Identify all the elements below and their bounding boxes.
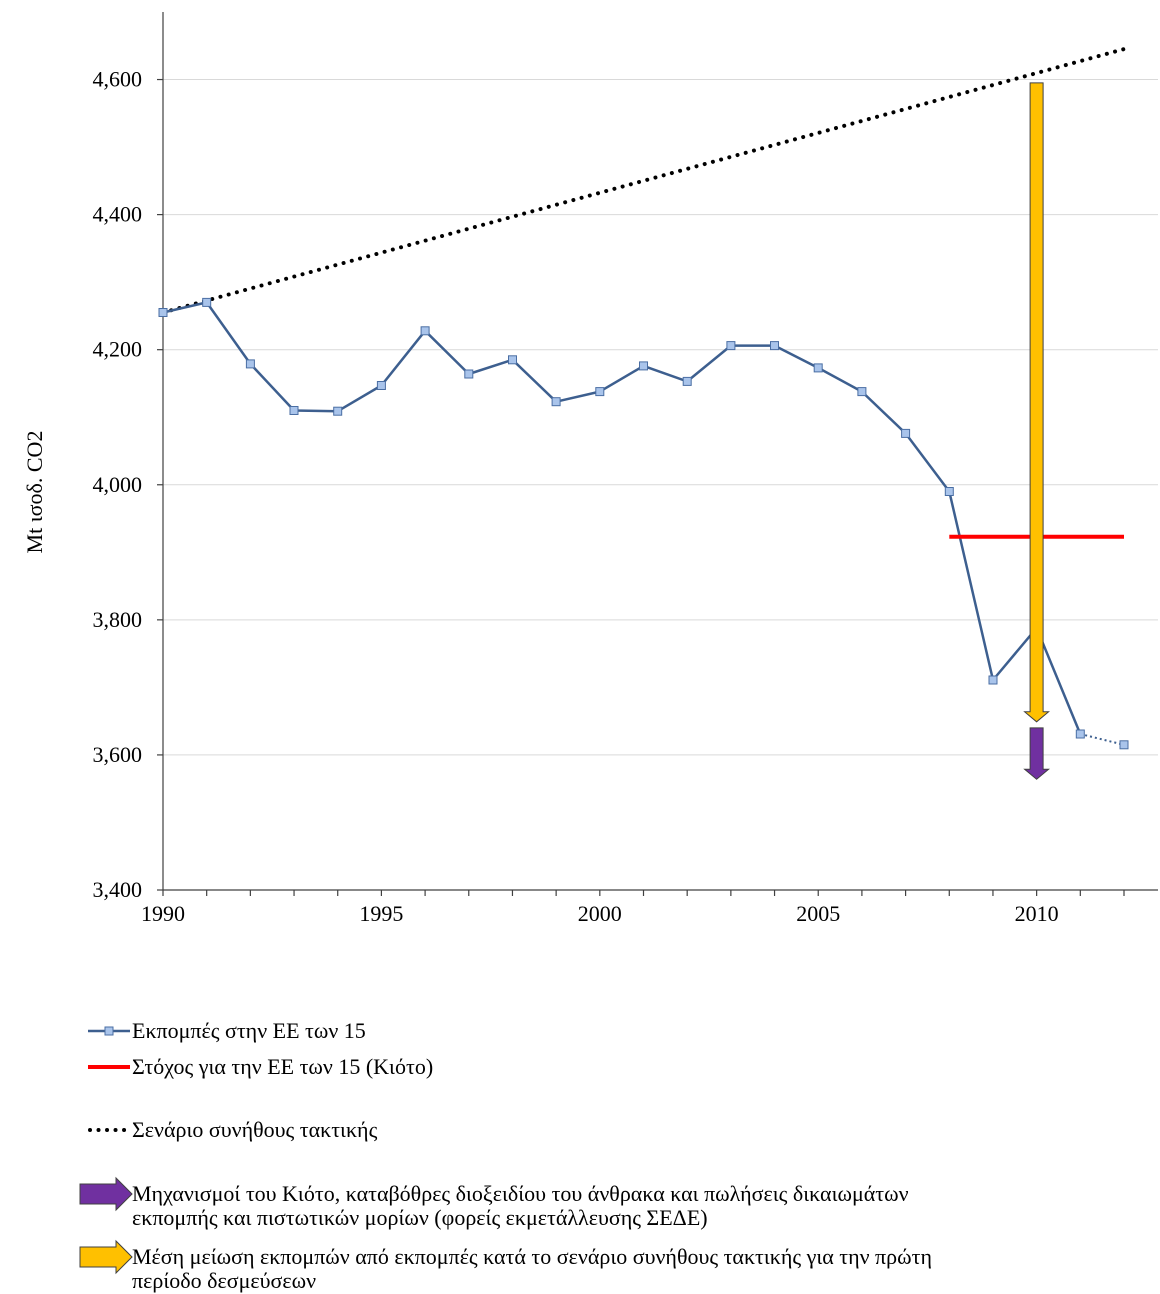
legend-swatch-emissions — [88, 1026, 130, 1036]
x-tick-label: 2005 — [796, 901, 840, 926]
data-point-marker — [770, 341, 779, 351]
legend-item-kyoto-target: Στόχος για την ΕΕ των 15 (Κιότο) — [0, 1055, 1160, 1103]
legend-label: Εκπομπές στην ΕΕ των 15 — [132, 1019, 366, 1043]
legend-item-average-reduction: Μέση μείωση εκπομπών από εκπομπές κατά τ… — [0, 1239, 1160, 1293]
data-point-marker — [813, 363, 823, 373]
data-point-marker — [595, 387, 605, 397]
data-point-marker — [901, 428, 911, 438]
data-point-marker — [508, 355, 517, 365]
plot-area — [158, 47, 1129, 780]
y-tick-label: 3,800 — [93, 607, 143, 632]
data-point-marker — [420, 326, 430, 336]
legend-arrow-icon — [79, 1239, 133, 1275]
data-point-marker — [988, 675, 998, 685]
legend-label-line: εκπομπής και πιστωτικών μορίων (φορείς ε… — [132, 1205, 708, 1230]
x-tick-label: 2010 — [1015, 901, 1059, 926]
y-tick-label: 4,600 — [93, 67, 143, 92]
data-point-marker — [202, 297, 212, 307]
data-point-marker — [726, 341, 736, 351]
x-tick-label: 1990 — [141, 901, 185, 926]
legend-label-line: Μηχανισμοί του Κιότο, καταβόθρες διοξειδ… — [132, 1181, 909, 1206]
y-tick-label: 4,400 — [93, 202, 143, 227]
legend-item-business-as-usual: Σενάριο συνήθους τακτικής — [0, 1118, 1160, 1166]
series-dotted-line — [161, 47, 1126, 315]
average-reduction-arrow — [1023, 82, 1050, 723]
data-point-marker — [639, 361, 648, 371]
series-projection-line — [1080, 733, 1125, 746]
data-point-marker — [682, 376, 692, 386]
legend-label-line: Σενάριο συνήθους τακτικής — [132, 1117, 378, 1142]
legend-label: Σενάριο συνήθους τακτικής — [132, 1118, 377, 1142]
kyoto-mechanisms-arrow — [1023, 727, 1050, 780]
data-point-marker — [464, 369, 474, 379]
legend-label: Στόχος για την ΕΕ των 15 (Κιότο) — [132, 1055, 433, 1079]
data-point-marker — [551, 397, 561, 407]
data-point-marker — [333, 406, 343, 416]
data-point-marker — [289, 406, 299, 415]
legend-label: Μέση μείωση εκπομπών από εκπομπές κατά τ… — [132, 1245, 932, 1293]
legend-label-line: Στόχος για την ΕΕ των 15 (Κιότο) — [132, 1054, 434, 1079]
data-point-marker — [245, 359, 255, 369]
legend-swatch-yellow-arrow-icon — [79, 1239, 133, 1275]
data-point-marker — [376, 381, 386, 390]
x-tick-label: 1995 — [359, 901, 403, 926]
y-tick-label: 4,200 — [93, 337, 143, 362]
axes: 3,400 3,600 3,800 4,000 4,200 4,400 4,600 1990 1… — [93, 12, 1158, 926]
emissions-line-chart: 3,400 3,600 3,800 4,000 4,200 4,400 4,600 1990 1… — [22, 12, 1158, 926]
data-point-marker — [158, 308, 168, 317]
legend-swatch-business-as-usual — [88, 1128, 130, 1132]
legend-label-line: περίοδο δεσμεύσεων — [132, 1268, 317, 1293]
legend-swatch-kyoto-target — [88, 1065, 130, 1069]
y-axis-title: Mt ισοδ. CO2 — [22, 431, 47, 554]
y-tick-label: 3,600 — [93, 742, 143, 767]
gridlines — [163, 79, 1158, 756]
legend-label: Μηχανισμοί του Κιότο, καταβόθρες διοξειδ… — [132, 1182, 909, 1230]
series-line — [162, 301, 1082, 735]
legend-label-line: Μέση μείωση εκπομπών από εκπομπές κατά τ… — [132, 1244, 932, 1269]
legend-label-line: Εκπομπές στην ΕΕ των 15 — [132, 1018, 366, 1043]
data-point-marker — [1119, 740, 1129, 750]
x-tick-label: 2000 — [578, 901, 622, 926]
legend-swatch-purple-arrow-icon — [79, 1176, 133, 1212]
eu15-emissions-series — [158, 297, 1129, 750]
legend-marker — [104, 1026, 114, 1036]
y-tick-label: 4,000 — [93, 472, 143, 497]
business-as-usual-line — [161, 47, 1126, 315]
y-tick-label: 3,400 — [93, 877, 143, 902]
data-point-marker — [944, 487, 954, 496]
data-point-marker — [1075, 729, 1085, 739]
legend-arrow-icon — [79, 1176, 133, 1212]
legend-item-kyoto-mechanisms: Μηχανισμοί του Κιότο, καταβόθρες διοξειδ… — [0, 1176, 1160, 1230]
data-point-marker — [857, 387, 867, 397]
legend-item-emissions: Εκπομπές στην ΕΕ των 15 — [0, 1019, 1160, 1067]
